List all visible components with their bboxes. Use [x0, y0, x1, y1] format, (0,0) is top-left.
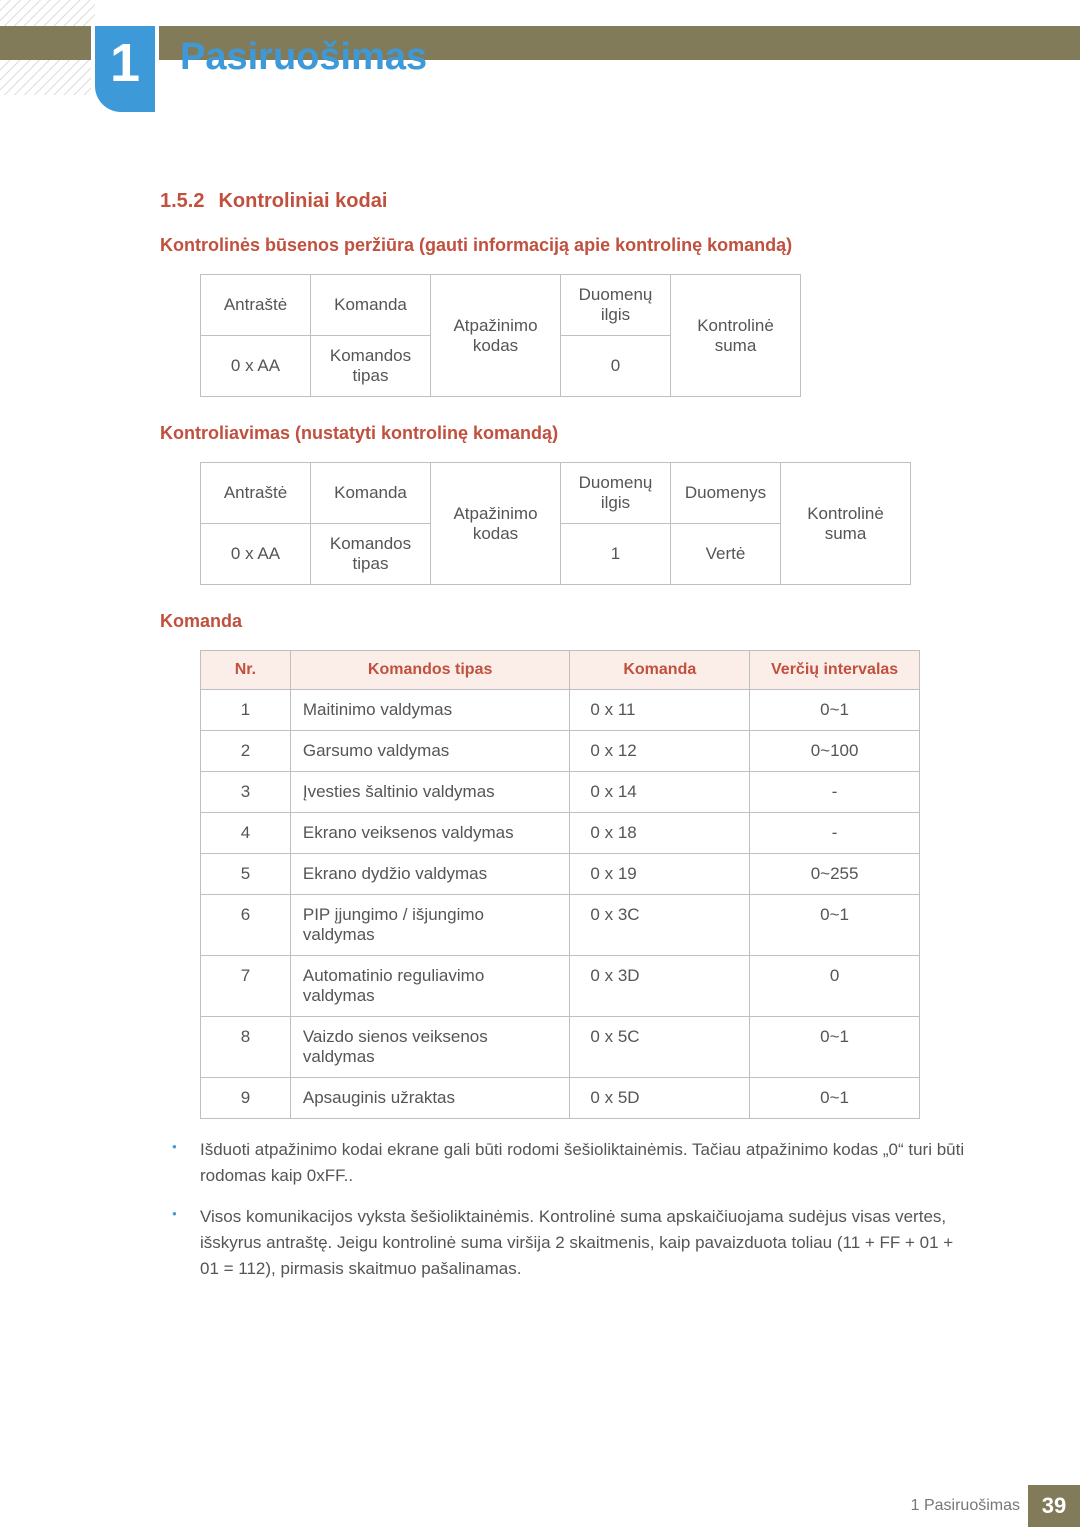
table-cell: 0 x 3C: [570, 895, 750, 956]
table-cell: -: [750, 813, 920, 854]
top-stripe: [0, 26, 1080, 60]
table-cell: Duomenys: [671, 463, 781, 524]
table-row: 5Ekrano dydžio valdymas0 x 190~255: [201, 854, 920, 895]
table-cell: Duomenų ilgis: [561, 463, 671, 524]
table-cell: 3: [201, 772, 291, 813]
table-cell: Garsumo valdymas: [290, 731, 570, 772]
table-cell: 0 x 19: [570, 854, 750, 895]
table-cell: 1: [561, 524, 671, 585]
table-row: 7Automatinio reguliavimo valdymas0 x 3D0: [201, 956, 920, 1017]
table-cell: Ekrano dydžio valdymas: [290, 854, 570, 895]
table-cell: 8: [201, 1017, 291, 1078]
table-row: 6PIP įjungimo / išjungimo valdymas0 x 3C…: [201, 895, 920, 956]
table-cell: Atpažinimo kodas: [431, 275, 561, 397]
table-cell: 0 x 5C: [570, 1017, 750, 1078]
page-content: 1.5.2 Kontroliniai kodai Kontrolinės būse…: [160, 190, 970, 1297]
table-cell: 0 x 14: [570, 772, 750, 813]
section-title: Kontroliniai kodai: [218, 190, 387, 212]
table-row: 8Vaizdo sienos veiksenos valdymas0 x 5C0…: [201, 1017, 920, 1078]
table-cell: Duomenų ilgis: [561, 275, 671, 336]
table-cell: 0: [561, 336, 671, 397]
table-cell: 0~1: [750, 1017, 920, 1078]
table-cell: 0~255: [750, 854, 920, 895]
table-row: 9Apsauginis užraktas0 x 5D0~1: [201, 1078, 920, 1119]
table-cell: Ekrano veiksenos valdymas: [290, 813, 570, 854]
table-header: Nr.: [201, 651, 291, 690]
table-cell: 0~100: [750, 731, 920, 772]
table-header: Verčių intervalas: [750, 651, 920, 690]
table-cell: Komandos tipas: [311, 524, 431, 585]
table-cell: 0: [750, 956, 920, 1017]
table-cell: 0 x AA: [201, 524, 311, 585]
table-cell: Vertė: [671, 524, 781, 585]
table-cell: Apsauginis užraktas: [290, 1078, 570, 1119]
table-cell: Komanda: [311, 463, 431, 524]
table-cell: 1: [201, 690, 291, 731]
table-cell: 0 x 5D: [570, 1078, 750, 1119]
table-cell: Įvesties šaltinio valdymas: [290, 772, 570, 813]
table-row: 1Maitinimo valdymas0 x 110~1: [201, 690, 920, 731]
table-cell: 5: [201, 854, 291, 895]
note-item: Išduoti atpažinimo kodai ekrane gali būt…: [200, 1137, 970, 1190]
table-cell: 0 x 12: [570, 731, 750, 772]
table-cell: Vaizdo sienos veiksenos valdymas: [290, 1017, 570, 1078]
section-heading: 1.5.2 Kontroliniai kodai: [160, 190, 970, 213]
table-cell: 0 x 3D: [570, 956, 750, 1017]
page-number: 39: [1028, 1485, 1080, 1527]
subheading-command: Komanda: [160, 611, 970, 632]
notes-list: Išduoti atpažinimo kodai ekrane gali būt…: [160, 1137, 970, 1283]
table-cell: 0 x AA: [201, 336, 311, 397]
table-cell: Antraštė: [201, 275, 311, 336]
table-status-view: AntraštėKomandaAtpažinimo kodasDuomenų i…: [200, 274, 801, 397]
section-number: 1.5.2: [160, 190, 204, 212]
table-cell: 4: [201, 813, 291, 854]
table-cell: -: [750, 772, 920, 813]
chapter-title: Pasiruošimas: [180, 36, 427, 79]
table-header: Komanda: [570, 651, 750, 690]
table-cell: Automatinio reguliavimo valdymas: [290, 956, 570, 1017]
table-row: 3Įvesties šaltinio valdymas0 x 14-: [201, 772, 920, 813]
table-cell: Antraštė: [201, 463, 311, 524]
table-cell: 6: [201, 895, 291, 956]
table-cell: Komandos tipas: [311, 336, 431, 397]
table-cell: 7: [201, 956, 291, 1017]
table-cell: PIP įjungimo / išjungimo valdymas: [290, 895, 570, 956]
table-cell: Maitinimo valdymas: [290, 690, 570, 731]
note-item: Visos komunikacijos vyksta šešioliktainė…: [200, 1204, 970, 1283]
page-footer: 1 Pasiruošimas 39: [0, 1485, 1080, 1527]
table-cell: 0 x 18: [570, 813, 750, 854]
table-control: AntraštėKomandaAtpažinimo kodasDuomenų i…: [200, 462, 911, 585]
table-cell: Kontrolinė suma: [671, 275, 801, 397]
table-cell: 2: [201, 731, 291, 772]
table-cell: 0 x 11: [570, 690, 750, 731]
table-row: 4Ekrano veiksenos valdymas0 x 18-: [201, 813, 920, 854]
table-cell: Komanda: [311, 275, 431, 336]
table-header: Komandos tipas: [290, 651, 570, 690]
table-cell: 0~1: [750, 690, 920, 731]
subheading-status-view: Kontrolinės būsenos peržiūra (gauti info…: [160, 235, 970, 256]
table-cell: 0~1: [750, 1078, 920, 1119]
table-commands: Nr.Komandos tipasKomandaVerčių intervala…: [200, 650, 920, 1119]
footer-chapter-ref: 1 Pasiruošimas: [911, 1497, 1020, 1515]
table-cell: Kontrolinė suma: [781, 463, 911, 585]
chapter-badge: 1: [95, 26, 155, 112]
table-cell: Atpažinimo kodas: [431, 463, 561, 585]
table-cell: 0~1: [750, 895, 920, 956]
table-cell: 9: [201, 1078, 291, 1119]
subheading-control: Kontroliavimas (nustatyti kontrolinę kom…: [160, 423, 970, 444]
table-row: 2Garsumo valdymas0 x 120~100: [201, 731, 920, 772]
